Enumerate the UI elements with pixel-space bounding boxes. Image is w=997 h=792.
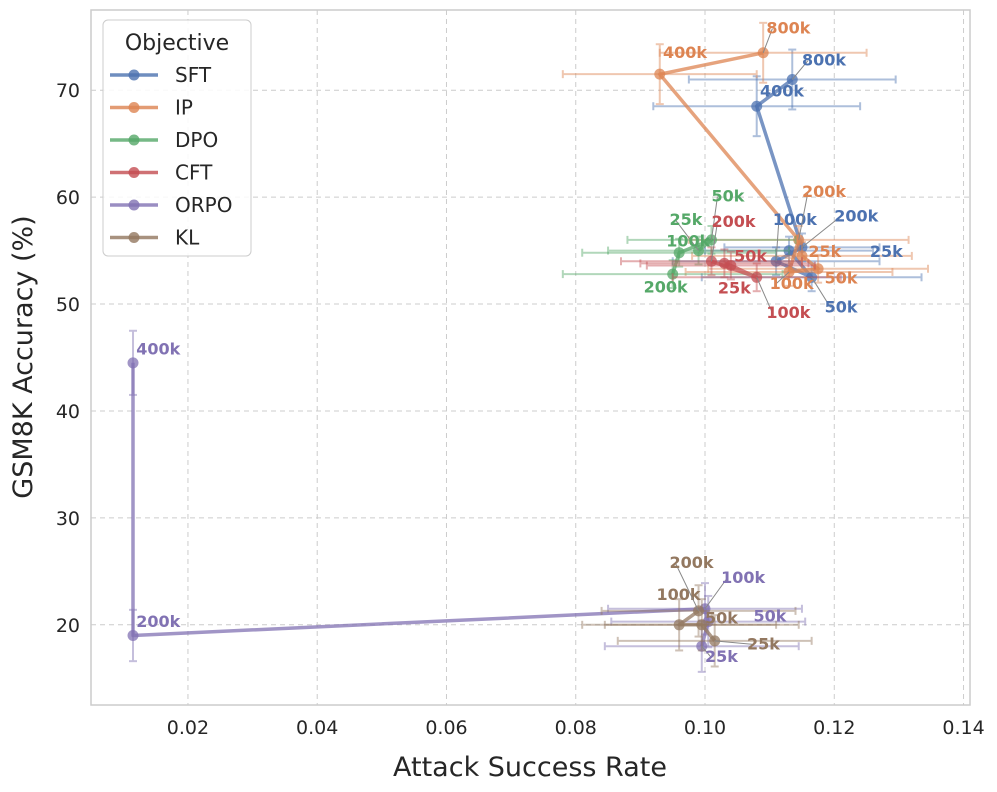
data-point-sft-25k (783, 245, 795, 257)
series-dpo (561, 224, 797, 289)
label-arrow (811, 277, 832, 308)
data-point-cft-50k (725, 260, 737, 272)
x-axis-title: Attack Success Rate (393, 752, 667, 783)
legend-item-dpo: DPO (110, 128, 218, 152)
point-label-cft: 50k (734, 246, 767, 265)
label-arrow (756, 277, 773, 314)
series-cft (619, 246, 842, 293)
point-label-orpo: 50k (753, 607, 786, 626)
point-label-kl: 50k (705, 609, 738, 628)
legend-label: DPO (175, 128, 218, 152)
legend-marker (128, 232, 140, 243)
legend-item-kl: KL (110, 226, 200, 250)
point-label-kl: 25k (747, 634, 780, 653)
data-point-dpo-200k (667, 268, 679, 280)
point-label-sft: 25k (870, 242, 903, 261)
point-label-kl: 100k (657, 585, 701, 604)
label-arrow (710, 196, 718, 240)
label-arrow (762, 28, 773, 53)
legend-frame (102, 19, 252, 257)
y-axis-ticks: 20 30 40 50 60 70 (56, 80, 80, 637)
label-arrow (675, 562, 699, 612)
data-point-orpo-400k (127, 357, 139, 369)
data-point-orpo-200k (127, 630, 139, 641)
point-label-ip: 50k (825, 269, 858, 288)
point-label-sft: 200k (834, 207, 878, 226)
point-label-sft: 50k (825, 298, 858, 317)
y-tick-label: 70 (56, 80, 80, 102)
label-arrow (775, 219, 780, 262)
legend-title: Objective (125, 31, 229, 56)
point-label-dpo: 50k (711, 186, 744, 205)
y-tick-label: 50 (56, 294, 80, 316)
data-point-ip-400k (654, 68, 666, 80)
point-label-orpo: 100k (721, 568, 765, 587)
point-label-sft: 100k (773, 210, 817, 229)
label-arrow (714, 640, 754, 645)
point-label-dpo: 100k (666, 231, 710, 250)
data-point-dpo-100k (673, 247, 685, 259)
label-arrow (801, 216, 841, 248)
y-tick-label: 30 (56, 508, 80, 530)
point-label-sft: 400k (760, 82, 804, 101)
x-tick-label: 0.06 (425, 717, 467, 739)
series-line-kl (677, 609, 717, 642)
label-arrow (701, 645, 712, 658)
legend-item-ip: IP (110, 96, 193, 120)
point-label-sft: 800k (802, 51, 846, 70)
data-point-kl-100k (673, 619, 685, 631)
point-label-orpo: 200k (136, 612, 180, 631)
legend-item-sft: SFT (110, 63, 212, 87)
point-label-dpo: 200k (644, 277, 688, 296)
data-point-ip-25k (796, 250, 808, 262)
x-tick-label: 0.02 (167, 717, 209, 739)
legend: Objective SFT IP DPO CFT ORPO KL (102, 19, 252, 257)
point-label-ip: 800k (766, 19, 810, 38)
point-label-cft: 25k (718, 278, 751, 297)
x-tick-label: 0.08 (555, 717, 597, 739)
label-arrow (675, 219, 699, 251)
legend-marker (128, 199, 140, 211)
legend-marker (128, 69, 140, 81)
x-axis-ticks: 0.02 0.04 0.06 0.08 0.10 0.12 0.14 (167, 717, 985, 739)
label-arrow (710, 221, 718, 262)
legend-label: KL (175, 226, 200, 250)
point-label-cft: 100k (766, 303, 810, 322)
legend-label: IP (175, 96, 193, 120)
data-point-sft-400k (751, 100, 763, 112)
label-arrow (791, 60, 809, 80)
legend-marker (128, 102, 140, 113)
point-label-orpo: 400k (136, 339, 180, 358)
point-label-orpo: 25k (705, 647, 738, 666)
point-label-dpo: 25k (669, 210, 702, 229)
data-point-kl-50k (696, 619, 708, 631)
label-arrow (775, 271, 790, 285)
data-point-ip-50k (812, 263, 824, 275)
legend-label: ORPO (175, 193, 232, 217)
legend-label: SFT (175, 63, 212, 87)
legend-marker (128, 167, 140, 178)
y-tick-label: 20 (56, 615, 80, 637)
legend-item-cft: CFT (110, 161, 213, 185)
y-tick-label: 60 (56, 187, 80, 209)
point-label-ip: 25k (808, 242, 841, 261)
point-label-ip: 100k (770, 274, 814, 293)
point-label-ip: 200k (802, 182, 846, 201)
legend-marker (128, 134, 140, 146)
legend-item-orpo: ORPO (110, 193, 232, 217)
x-tick-label: 0.14 (942, 717, 984, 739)
y-tick-label: 40 (56, 401, 80, 423)
y-axis-title: GSM8K Accuracy (%) (8, 215, 39, 498)
legend-label: CFT (175, 161, 213, 185)
label-arrow (704, 577, 728, 610)
x-tick-label: 0.12 (813, 717, 855, 739)
label-arrow (798, 192, 809, 240)
point-label-cft: 200k (711, 212, 755, 231)
point-label-ip: 400k (663, 43, 707, 62)
x-tick-label: 0.10 (684, 717, 726, 739)
point-label-kl: 200k (669, 553, 713, 572)
x-tick-label: 0.04 (296, 717, 338, 739)
